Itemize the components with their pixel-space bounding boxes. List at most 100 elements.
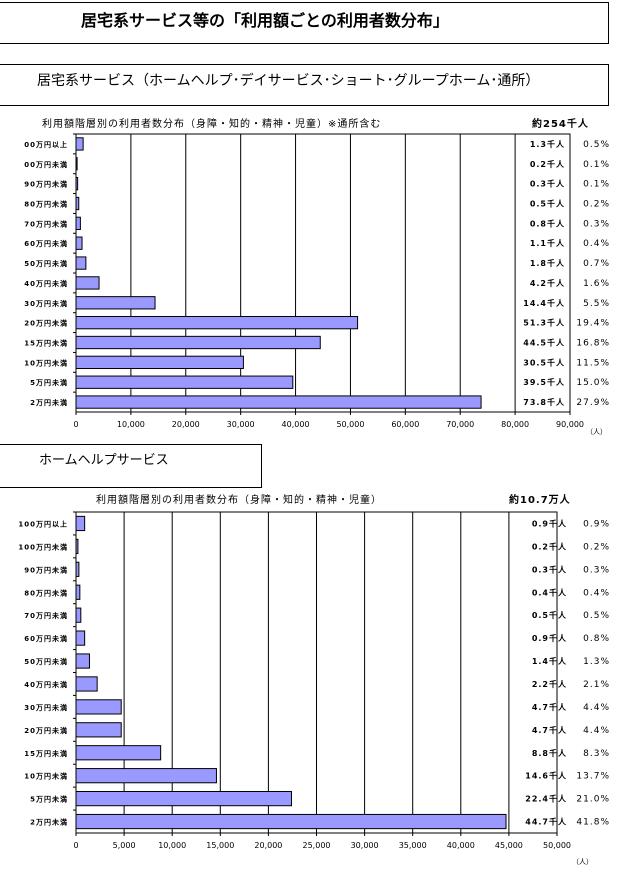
value-label: 0.4千人: [532, 587, 567, 597]
category-label: 70万円未満: [24, 611, 68, 620]
percent-label: 8.3%: [583, 749, 610, 759]
value-label: 44.5千人: [523, 338, 565, 348]
plot-area: [75, 133, 571, 413]
bar: [75, 561, 80, 577]
x-tick-label: 60,000: [391, 420, 419, 429]
percent-label: 0.2%: [583, 542, 610, 552]
percent-label: 4.4%: [583, 703, 610, 713]
category-label: 20万円未満: [24, 726, 68, 735]
percent-label: 5.5%: [583, 299, 610, 309]
category-label: 80万円未満: [24, 588, 68, 597]
bar: [75, 607, 82, 623]
x-axis-unit: （人）: [572, 858, 593, 866]
bar: [75, 745, 162, 761]
x-tick-label: 25,000: [303, 841, 331, 850]
bar: [75, 768, 217, 784]
bar: [75, 196, 80, 211]
bar: [75, 395, 482, 409]
category-label: 5万円未満: [30, 795, 68, 804]
value-label: 14.6千人: [525, 771, 567, 781]
category-label: 2万円未満: [30, 398, 68, 407]
value-label: 1.8千人: [530, 258, 565, 268]
x-tick-label: 70,000: [446, 420, 474, 429]
category-label: 15万円未満: [24, 749, 68, 758]
x-tick-label: 80,000: [501, 420, 529, 429]
percent-label: 4.4%: [583, 726, 610, 736]
bar: [75, 315, 359, 330]
bar: [75, 176, 79, 191]
category-label: 100万円未満: [18, 542, 68, 551]
bar: [75, 790, 292, 807]
chart-total: 約10.7万人: [509, 495, 571, 506]
category-label: 10万円未満: [24, 772, 68, 781]
x-tick-label: 5,000: [113, 841, 136, 850]
bar: [75, 676, 98, 692]
category-label: 10万円未満: [24, 358, 68, 367]
bar: [75, 236, 83, 250]
category-label: 50万円未満: [24, 259, 68, 268]
category-label: 70万円未満: [24, 219, 68, 228]
bar: [75, 653, 90, 669]
chart-total: 約254千人: [532, 119, 589, 130]
value-label: 0.8千人: [530, 218, 565, 228]
x-tick-label: 10,000: [117, 420, 145, 429]
value-label: 1.1千人: [530, 238, 565, 248]
bar: [75, 538, 79, 555]
percent-label: 0.1%: [583, 180, 610, 190]
percent-label: 15.0%: [576, 378, 610, 388]
percent-label: 1.3%: [583, 657, 610, 667]
bar: [75, 216, 81, 231]
category-label: 00万円未満: [24, 160, 68, 169]
percent-label: 0.1%: [583, 160, 610, 170]
percent-label: 0.3%: [583, 219, 610, 229]
bar: [75, 515, 86, 532]
x-tick-label: 90,000: [556, 420, 584, 429]
category-label: 20万円未満: [24, 319, 68, 328]
percent-label: 11.5%: [576, 358, 610, 368]
x-tick-label: 0: [73, 420, 78, 429]
section-title-homehelp: ホームヘルプサービス: [0, 444, 262, 488]
value-label: 0.9千人: [532, 518, 567, 528]
value-label: 0.2千人: [532, 541, 567, 551]
value-label: 0.9千人: [532, 633, 567, 643]
category-label: 00万円以上: [24, 140, 68, 149]
value-label: 4.7千人: [532, 725, 567, 735]
section-title-residential: 居宅系サービス（ホームヘルプ･デイサービス･ショート･グループホーム･通所）: [0, 64, 609, 106]
category-label: 40万円未満: [24, 680, 68, 689]
bar: [75, 813, 507, 830]
x-tick-label: 0: [73, 841, 78, 850]
bar: [75, 256, 87, 270]
value-label: 4.7千人: [532, 702, 567, 712]
value-label: 8.8千人: [532, 748, 567, 758]
percent-label: 0.7%: [583, 259, 610, 269]
percent-label: 0.3%: [583, 565, 610, 575]
percent-label: 0.8%: [583, 634, 610, 644]
x-tick-label: 50,000: [336, 420, 364, 429]
category-label: 15万円未満: [24, 339, 68, 348]
percent-label: 0.9%: [583, 519, 610, 529]
bar: [75, 137, 84, 151]
bar: [75, 157, 78, 171]
chart-residential: 0 10,000 20,000 30,000 40,000 50,000 60,000 70,…: [24, 133, 610, 429]
value-label: 1.3千人: [530, 139, 565, 149]
category-label: 90万円未満: [24, 565, 68, 574]
value-label: 22.4千人: [525, 794, 567, 804]
category-label: 30万円未満: [24, 703, 68, 712]
value-label: 0.5千人: [532, 610, 567, 620]
value-label: 1.4千人: [532, 656, 567, 666]
percent-label: 2.1%: [583, 680, 610, 690]
value-label: 73.8千人: [523, 397, 565, 407]
percent-label: 13.7%: [576, 772, 610, 782]
bar: [75, 375, 294, 389]
category-label: 30万円未満: [24, 299, 68, 308]
percent-label: 16.8%: [576, 339, 610, 349]
percent-label: 0.5%: [583, 611, 610, 621]
x-tick-label: 50,000: [543, 841, 571, 850]
value-label: 51.3千人: [523, 318, 565, 328]
x-tick-label: 40,000: [447, 841, 475, 850]
x-tick-label: 20,000: [172, 420, 200, 429]
percent-label: 1.6%: [583, 279, 610, 289]
percent-label: 41.8%: [576, 818, 610, 828]
percent-label: 0.2%: [583, 200, 610, 210]
category-label: 2万円未満: [30, 818, 68, 827]
